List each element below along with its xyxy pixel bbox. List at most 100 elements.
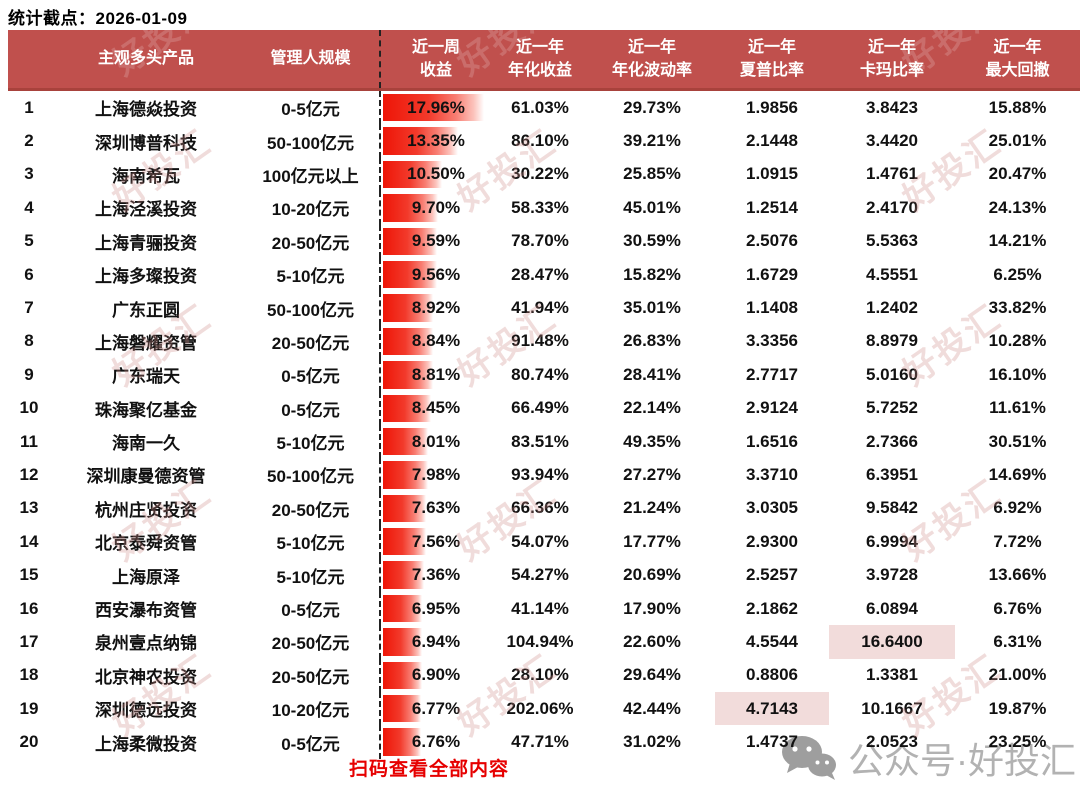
scale-cell: 10-20亿元 (271, 701, 350, 721)
volatility-cell: 21.24% (623, 498, 681, 518)
annual-return-cell: 86.10% (511, 131, 569, 151)
fund-name-cell: 海南一久 (112, 434, 180, 454)
fund-name-cell: 深圳德远投资 (95, 701, 197, 721)
drawdown-header: 近一年 最大回撤 (955, 30, 1080, 91)
week-return-cell: 10.50% (379, 157, 491, 192)
sharpe-cell: 1.4737 (746, 732, 798, 752)
week-return-cell: 9.56% (379, 257, 491, 292)
annual-return-header: 近一年 年化收益 (491, 30, 589, 91)
sharpe-cell: 2.1862 (746, 598, 798, 618)
drawdown-cell: 6.31% (993, 631, 1042, 651)
fund-name-cell: 北京泰舜资管 (95, 534, 197, 554)
scan-hint-text: 扫码查看全部内容 (349, 759, 510, 780)
week-return-bar (383, 728, 422, 756)
sharpe-header: 近一年 夏普比率 (715, 30, 829, 91)
volatility-cell: 27.27% (623, 464, 681, 484)
volatility-cell: 25.85% (623, 164, 681, 184)
table-row: 18 北京神农投资 20-50亿元 6.90% 28.10% 29.64% 0.8806 1.… (8, 658, 1080, 693)
week-return-value: 7.36% (411, 565, 461, 585)
table-row: 11 海南一久 5-10亿元 8.01% 83.51% 49.35% 1.6516 2.736… (8, 424, 1080, 459)
week-return-bar (383, 94, 485, 122)
annual-return-cell: 41.94% (511, 298, 569, 318)
week-return-value: 8.45% (411, 398, 461, 418)
week-return-cell: 7.56% (379, 525, 491, 559)
rank-cell: 2 (24, 131, 34, 151)
table-row: 6 上海多璨投资 5-10亿元 9.56% 28.47% 15.82% 1.6729 4.55… (8, 257, 1080, 292)
fund-name-cell: 上海磐耀资管 (95, 333, 197, 353)
scale-header: 管理人规模 (242, 30, 380, 91)
table-row: 20 上海柔微投资 0-5亿元 6.76% 47.71% 31.02% 1.4737 2.05… (8, 725, 1080, 759)
fund-name-cell: 广东正圆 (112, 300, 180, 320)
scale-cell: 20-50亿元 (271, 333, 350, 353)
week-return-cell: 7.36% (379, 558, 491, 592)
drawdown-cell: 14.21% (988, 231, 1047, 251)
rank-cell: 13 (19, 498, 39, 518)
volatility-cell: 22.60% (623, 631, 681, 651)
annual-return-cell: 58.33% (511, 197, 569, 217)
volatility-cell: 31.02% (623, 732, 681, 752)
sharpe-cell: 1.0915 (746, 164, 798, 184)
scale-cell: 20-50亿元 (271, 500, 350, 520)
annual-return-cell: 66.36% (511, 498, 569, 518)
rank-header (8, 30, 50, 91)
volatility-cell: 28.41% (623, 364, 681, 384)
annual-return-cell: 83.51% (511, 431, 569, 451)
calmar-cell: 2.7366 (866, 431, 918, 451)
volatility-cell: 22.14% (623, 398, 681, 418)
annual-return-cell: 54.27% (511, 565, 569, 585)
week-return-cell: 9.70% (379, 191, 491, 225)
week-return-bar (383, 461, 428, 489)
product-header: 主观多头产品 (50, 30, 242, 91)
sharpe-cell: 3.0305 (746, 498, 798, 518)
rank-cell: 8 (24, 331, 34, 351)
week-return-bar (383, 260, 437, 289)
drawdown-cell: 15.88% (988, 97, 1047, 117)
calmar-cell: 2.4170 (866, 197, 918, 217)
drawdown-cell: 21.00% (988, 665, 1047, 685)
week-return-value: 17.96% (407, 97, 465, 117)
rank-cell: 20 (19, 732, 39, 752)
table-row: 17 泉州壹点纳锦 20-50亿元 6.94% 104.94% 22.60% 4.5544 1… (8, 625, 1080, 659)
sharpe-cell: 1.9856 (746, 97, 798, 117)
week-return-bar (383, 327, 433, 356)
calmar-cell: 6.0894 (866, 598, 918, 618)
fund-name-cell: 杭州庄贤投资 (95, 500, 197, 520)
scale-cell: 5-10亿元 (276, 267, 345, 287)
volatility-cell: 49.35% (623, 431, 681, 451)
table-row: 10 珠海聚亿基金 0-5亿元 8.45% 66.49% 22.14% 2.9124 5.72… (8, 391, 1080, 425)
table-row: 13 杭州庄贤投资 20-50亿元 7.63% 66.36% 21.24% 3.0305 9.… (8, 491, 1080, 526)
calmar-cell: 3.8423 (866, 97, 918, 117)
calmar-cell: 3.9728 (866, 565, 918, 585)
week-return-bar (383, 528, 426, 556)
week-return-cell: 13.35% (379, 124, 491, 158)
rank-cell: 10 (19, 398, 39, 418)
drawdown-cell: 24.13% (988, 197, 1047, 217)
drawdown-cell: 19.87% (988, 698, 1047, 718)
week-return-bar (383, 494, 426, 523)
week-return-cell: 6.94% (379, 625, 491, 659)
week-return-value: 7.63% (411, 498, 461, 518)
annual-return-cell: 54.07% (511, 531, 569, 551)
annual-return-cell: 30.22% (511, 164, 569, 184)
sharpe-cell: 2.1448 (746, 131, 798, 151)
scale-cell: 20-50亿元 (271, 233, 350, 253)
sharpe-cell: 3.3710 (746, 464, 798, 484)
week-return-bar (383, 661, 422, 690)
scale-cell: 20-50亿元 (271, 634, 350, 654)
volatility-header: 近一年 年化波动率 (589, 30, 715, 91)
week-return-value: 7.98% (411, 464, 461, 484)
scale-cell: 0-5亿元 (281, 100, 340, 120)
scale-cell: 0-5亿元 (281, 367, 340, 387)
fund-name-cell: 上海多璨投资 (95, 267, 197, 287)
sharpe-cell: 1.6729 (746, 264, 798, 284)
sharpe-cell: 0.8806 (746, 665, 798, 685)
drawdown-cell: 7.72% (993, 531, 1042, 551)
rank-cell: 17 (19, 631, 39, 651)
table-row: 7 广东正圆 50-100亿元 8.92% 41.94% 35.01% 1.1408 1.24… (8, 291, 1080, 325)
week-return-bar (383, 127, 459, 155)
sharpe-cell: 2.9300 (746, 531, 798, 551)
calmar-header: 近一年 卡玛比率 (829, 30, 955, 91)
scale-cell: 0-5亿元 (281, 400, 340, 420)
week-return-bar (383, 594, 423, 623)
